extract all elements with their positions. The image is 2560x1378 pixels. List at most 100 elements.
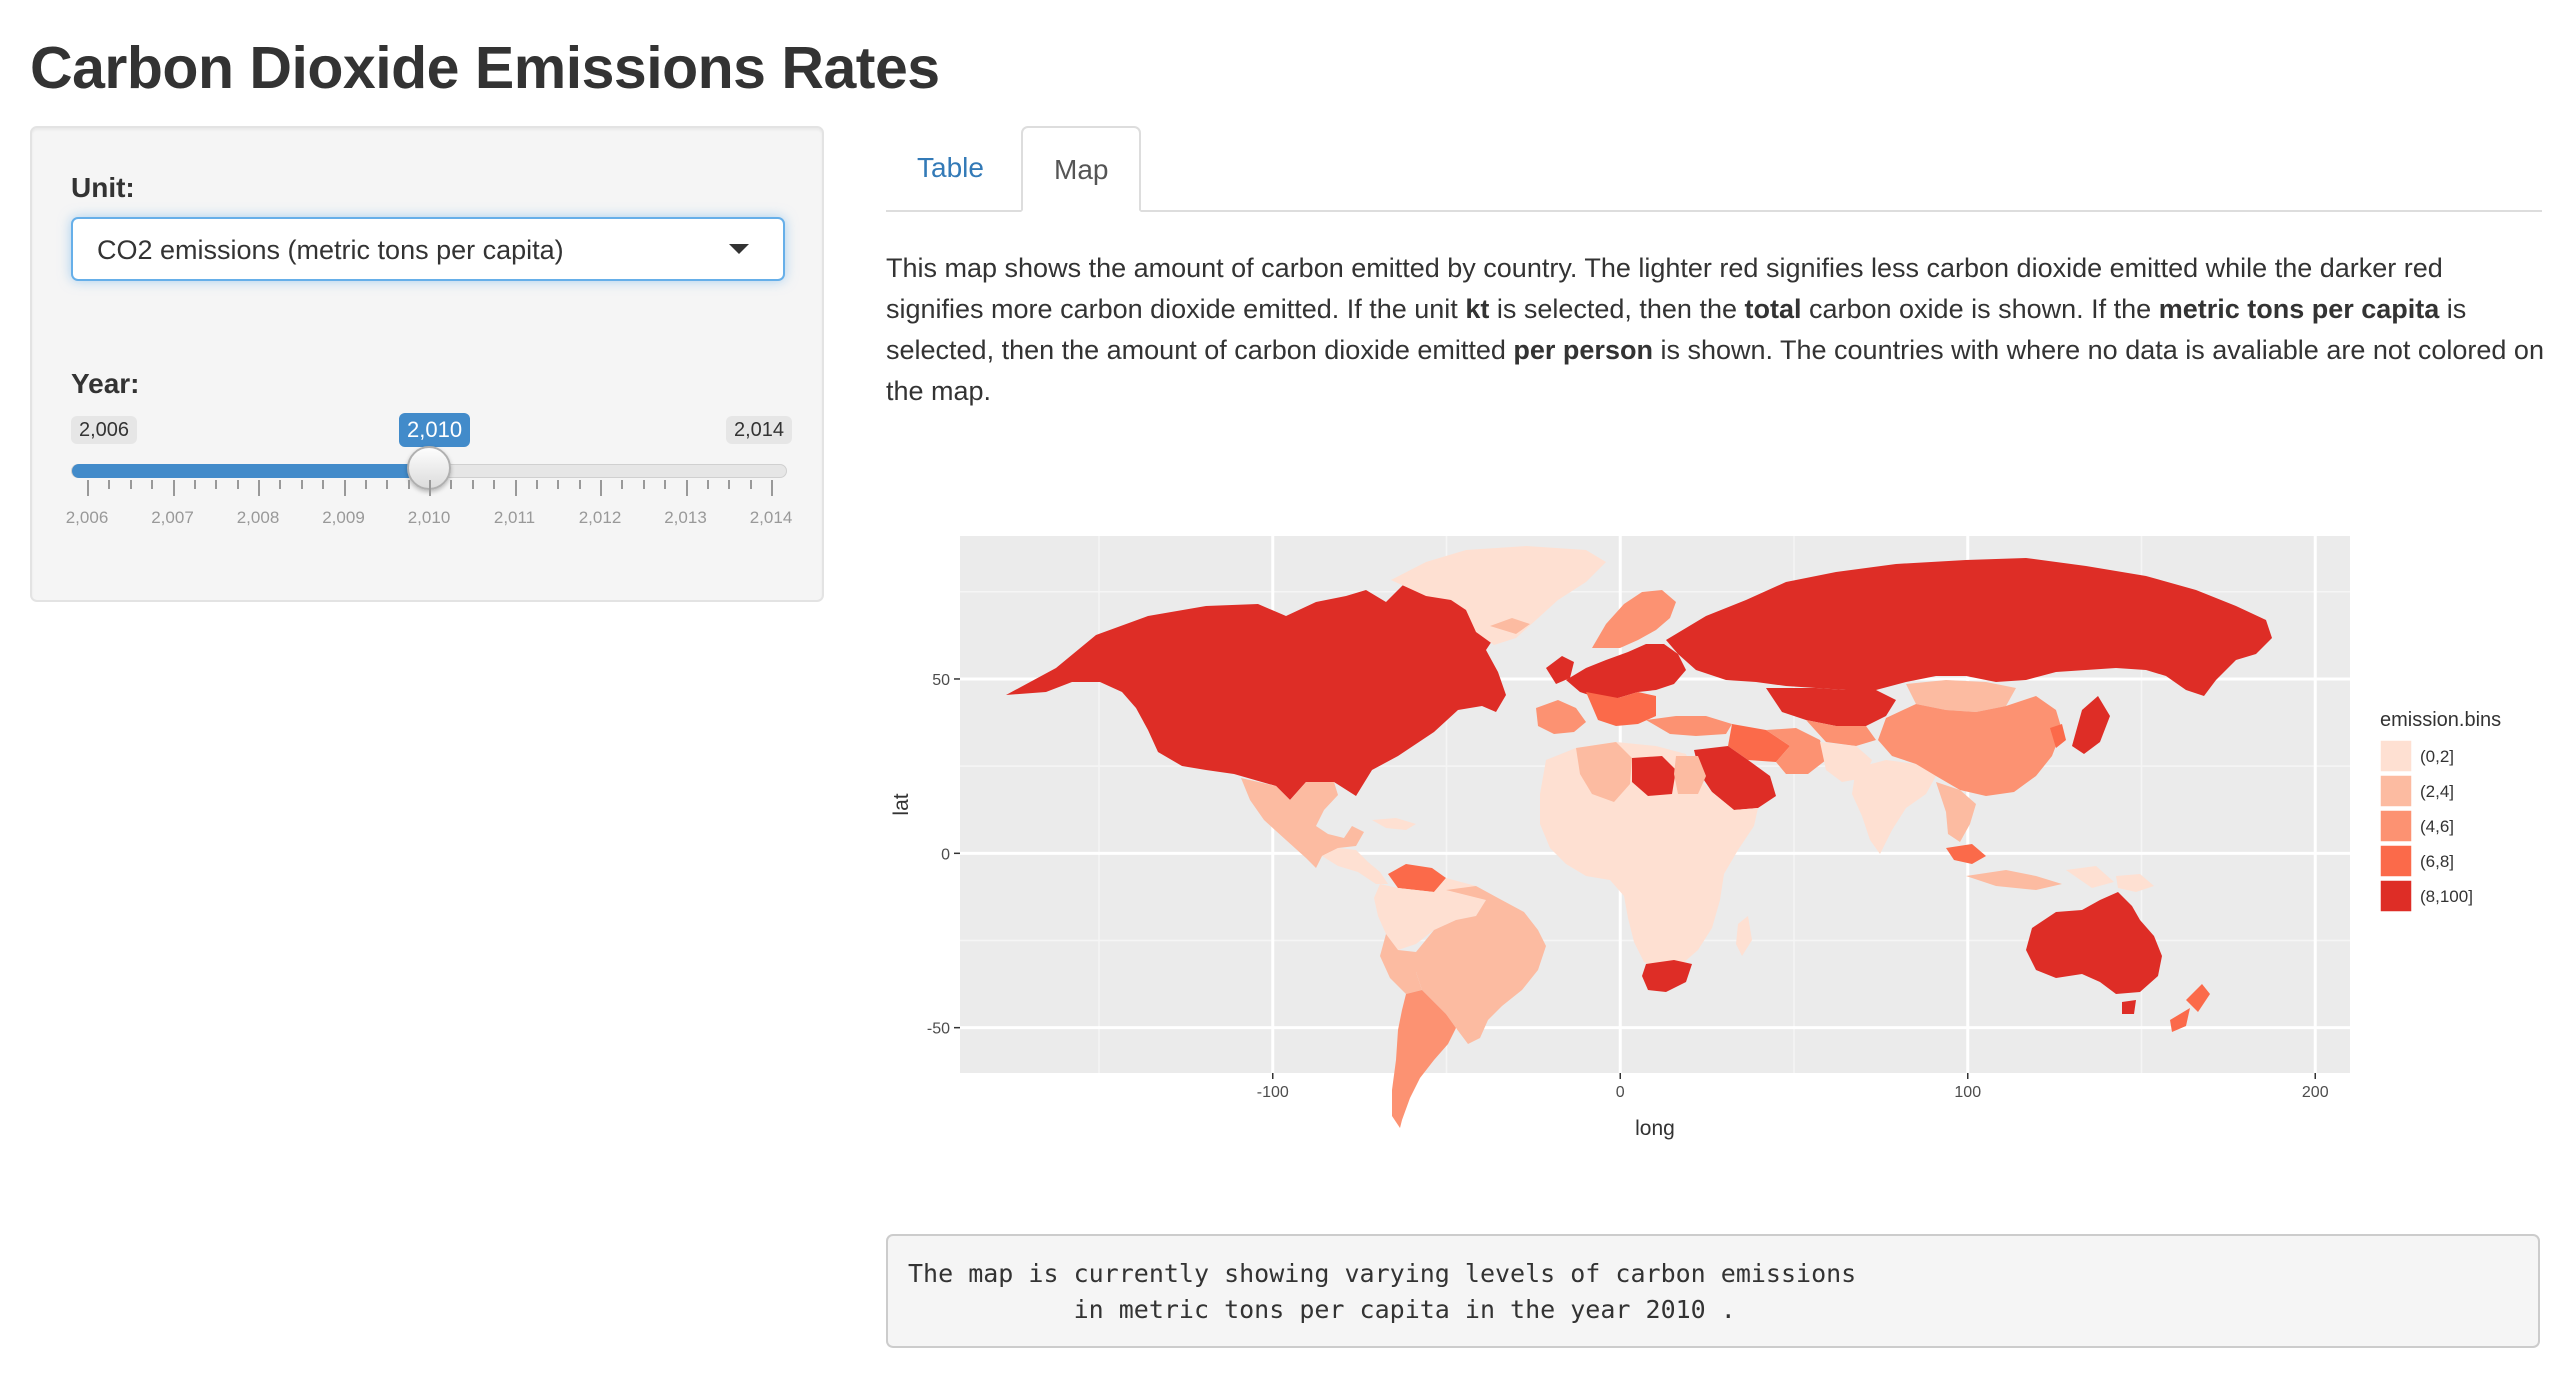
legend-swatch [2379, 844, 2413, 878]
country-shape [2072, 696, 2110, 754]
chevron-down-icon[interactable] [729, 244, 749, 254]
x-tick-label: 100 [1954, 1084, 1981, 1101]
country-shape [2122, 1000, 2136, 1014]
description-text: This map shows the amount of carbon emit… [886, 253, 2443, 324]
slider-tick-label: 2,012 [578, 508, 622, 527]
tab-map[interactable]: Map [1021, 126, 1142, 212]
country-shape [2050, 724, 2066, 748]
country-shape [1536, 700, 1586, 734]
slider-max-label: 2,014 [726, 416, 793, 444]
year-slider-fill [72, 464, 430, 478]
country-shape [1766, 728, 1826, 774]
slider-minor-tick [450, 480, 453, 489]
slider-tick-label: 2,011 [493, 508, 536, 527]
country-shape [1372, 818, 1416, 830]
slider-tick-label: 2,014 [749, 508, 793, 527]
description-bold-kt: kt [1465, 294, 1490, 324]
slider-minor-tick [193, 480, 196, 489]
country-shape [1642, 960, 1692, 992]
country-shape [1666, 558, 2272, 696]
country-shape [1766, 688, 1896, 726]
country-shape [1586, 692, 1656, 726]
slider-min-label: 2,006 [71, 416, 138, 444]
slider-major-tick [429, 480, 431, 496]
slider-major-tick [258, 480, 260, 496]
country-shape [1388, 864, 1446, 892]
slider-minor-tick [642, 480, 645, 489]
slider-minor-tick [493, 480, 496, 489]
legend-entry-label: (2,4] [2420, 782, 2454, 801]
summary-line-2: in metric tons per capita in the year 20… [908, 1295, 1736, 1324]
legend-title: emission.bins [2380, 709, 2501, 731]
slider-minor-tick [664, 480, 667, 489]
country-shape [1852, 760, 1936, 854]
y-tick-label: 50 [932, 672, 950, 689]
sidebar-panel: Unit: CO2 emissions (metric tons per cap… [30, 126, 824, 602]
y-tick-label: -50 [927, 1021, 950, 1038]
slider-minor-tick [322, 480, 325, 489]
slider-value-label: 2,010 [399, 413, 471, 447]
slider-minor-tick [557, 480, 560, 489]
slider-major-tick [172, 480, 175, 496]
country-shapes [1006, 546, 2272, 1128]
unit-select[interactable]: CO2 emissions (metric tons per capita) [71, 217, 785, 281]
description-text: is selected, then the [1489, 294, 1745, 324]
country-shape [1694, 746, 1776, 810]
slider-tick-label: 2,008 [236, 508, 280, 527]
country-shape [1646, 716, 1732, 736]
x-axis-label: long [1635, 1117, 1675, 1140]
summary-output-text: The map is currently showing varying lev… [908, 1256, 1856, 1328]
slider-tick-label: 2,010 [407, 508, 451, 527]
x-tick-label: 0 [1616, 1084, 1625, 1101]
country-shape [1490, 618, 1530, 634]
country-shape [1566, 644, 1686, 698]
legend-swatch [2379, 774, 2413, 808]
slider-minor-tick [236, 480, 239, 489]
slider-major-tick [600, 480, 602, 496]
description-bold-per-person: per person [1513, 335, 1653, 365]
country-shape [1392, 990, 1456, 1128]
slider-tick-label: 2,009 [322, 508, 365, 527]
country-shape [1674, 756, 1706, 794]
slider-minor-tick [407, 480, 410, 489]
country-shape [1241, 778, 1364, 868]
slider-minor-tick [108, 480, 111, 489]
x-tick-label: 200 [2302, 1084, 2329, 1101]
country-shape [2026, 892, 2162, 994]
country-shape [1380, 934, 1422, 994]
country-shape [1936, 782, 1976, 842]
slider-minor-tick [728, 480, 731, 489]
description-text: is selected, then the amount of carbon d… [886, 294, 2467, 365]
slider-tick-label: 2,013 [664, 508, 707, 527]
country-shape [2186, 984, 2210, 1012]
slider-major-tick [685, 480, 688, 496]
country-shape [1322, 848, 1388, 884]
slider-major-tick [514, 480, 517, 496]
country-shape [2170, 1008, 2190, 1032]
world-emissions-map: -100 0 100 200 -50 0 50 long lat emission.bins (0… [890, 536, 2501, 1140]
legend-entry-label: (0,2] [2420, 747, 2454, 766]
slider-major-tick [771, 480, 773, 496]
country-shape [1632, 756, 1676, 796]
country-shape [2116, 874, 2154, 892]
y-axis-label: lat [890, 793, 913, 815]
slider-minor-tick [749, 480, 752, 489]
slider-major-tick [343, 480, 346, 496]
summary-output-box: The map is currently showing varying lev… [886, 1234, 2540, 1348]
country-shape [1906, 680, 2016, 712]
description-bold-metric: metric tons per capita [2158, 294, 2440, 324]
map-legend: emission.bins (0,2] (2,4] (4,6] (6,8] (8,100] [2379, 709, 2501, 913]
country-shape [1416, 886, 1546, 1044]
slider-minor-tick [300, 480, 303, 489]
tab-table[interactable]: Table [917, 152, 984, 183]
unit-select-value: CO2 emissions (metric tons per capita) [97, 235, 564, 265]
slider-minor-tick [621, 480, 624, 489]
slider-minor-tick [386, 480, 389, 489]
country-shape [1878, 696, 2062, 796]
legend-entry-label: (8,100] [2420, 887, 2473, 906]
legend-entry-label: (6,8] [2420, 852, 2454, 871]
legend-swatch [2379, 809, 2413, 843]
country-shape [1946, 844, 1986, 864]
slider-minor-tick [706, 480, 709, 489]
slider-minor-tick [215, 480, 218, 489]
